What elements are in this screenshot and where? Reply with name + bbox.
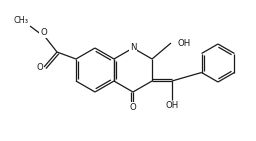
Text: CH₃: CH₃ xyxy=(14,16,29,25)
Text: O: O xyxy=(130,103,136,113)
Text: O: O xyxy=(36,62,43,71)
Text: O: O xyxy=(40,28,47,37)
Text: OH: OH xyxy=(178,38,191,48)
Text: OH: OH xyxy=(165,101,179,110)
Text: N: N xyxy=(130,44,136,52)
